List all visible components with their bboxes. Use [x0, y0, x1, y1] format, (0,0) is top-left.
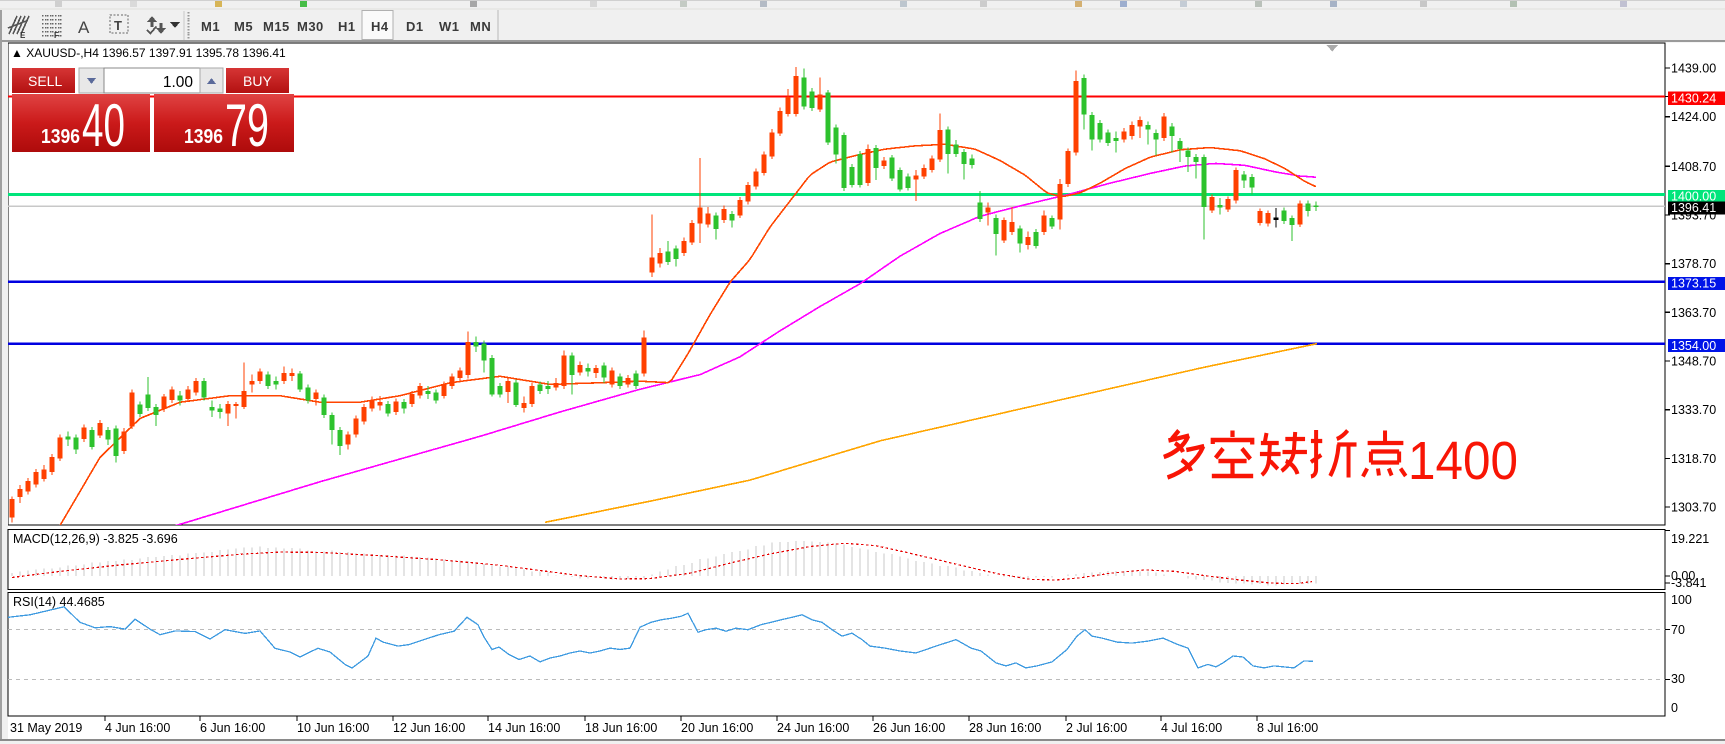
svg-text:W1: W1: [439, 19, 460, 34]
svg-text:6 Jun 16:00: 6 Jun 16:00: [200, 721, 265, 735]
svg-text:28 Jun 16:00: 28 Jun 16:00: [969, 721, 1041, 735]
svg-text:MACD(12,26,9) -3.825 -3.696: MACD(12,26,9) -3.825 -3.696: [13, 532, 178, 546]
svg-text:18 Jun 16:00: 18 Jun 16:00: [585, 721, 657, 735]
svg-text:1363.70: 1363.70: [1671, 306, 1716, 320]
svg-text:M5: M5: [234, 19, 253, 34]
svg-text:1303.70: 1303.70: [1671, 501, 1716, 515]
svg-text:1400: 1400: [1408, 431, 1518, 491]
svg-text:8 Jul 16:00: 8 Jul 16:00: [1257, 721, 1318, 735]
svg-text:24 Jun 16:00: 24 Jun 16:00: [777, 721, 849, 735]
svg-text:70: 70: [1671, 623, 1685, 637]
svg-text:F: F: [54, 31, 59, 40]
svg-text:19.221: 19.221: [1671, 532, 1709, 546]
svg-text:0.00: 0.00: [1671, 569, 1695, 583]
svg-text:1396.41: 1396.41: [1671, 201, 1716, 215]
svg-text:0: 0: [1671, 701, 1678, 715]
svg-text:1373.15: 1373.15: [1671, 277, 1716, 291]
svg-text:1318.70: 1318.70: [1671, 452, 1716, 466]
svg-text:MN: MN: [470, 19, 491, 34]
svg-text:14 Jun 16:00: 14 Jun 16:00: [488, 721, 560, 735]
svg-text:4 Jul 16:00: 4 Jul 16:00: [1161, 721, 1222, 735]
svg-text:20 Jun 16:00: 20 Jun 16:00: [681, 721, 753, 735]
svg-text:79: 79: [225, 92, 269, 159]
svg-text:40: 40: [82, 92, 125, 159]
svg-text:2 Jul 16:00: 2 Jul 16:00: [1066, 721, 1127, 735]
svg-text:1408.70: 1408.70: [1671, 160, 1716, 174]
svg-text:1400.00: 1400.00: [1671, 190, 1716, 204]
svg-text:1430.24: 1430.24: [1671, 91, 1716, 105]
svg-text:H1: H1: [338, 19, 356, 34]
svg-text:26 Jun 16:00: 26 Jun 16:00: [873, 721, 945, 735]
svg-text:12 Jun 16:00: 12 Jun 16:00: [393, 721, 465, 735]
svg-text:4 Jun 16:00: 4 Jun 16:00: [105, 721, 170, 735]
svg-text:SELL: SELL: [28, 73, 62, 89]
svg-text:1439.00: 1439.00: [1671, 62, 1716, 76]
svg-text:1.00: 1.00: [163, 74, 194, 91]
svg-text:M30: M30: [297, 19, 324, 34]
svg-text:1424.00: 1424.00: [1671, 110, 1716, 124]
svg-text:10 Jun 16:00: 10 Jun 16:00: [297, 721, 369, 735]
svg-text:E: E: [20, 31, 26, 40]
svg-text:M1: M1: [201, 19, 220, 34]
svg-text:1396: 1396: [184, 126, 223, 148]
svg-text:100: 100: [1671, 593, 1692, 607]
svg-text:RSI(14) 44.4685: RSI(14) 44.4685: [13, 595, 105, 609]
svg-text:▲ XAUUSD-,H4 1396.57 1397.91: ▲ XAUUSD-,H4 1396.57 1397.91 1395.78 139…: [11, 46, 286, 60]
svg-text:M15: M15: [263, 19, 290, 34]
svg-text:D1: D1: [406, 19, 424, 34]
svg-text:1354.00: 1354.00: [1671, 339, 1716, 353]
svg-text:30: 30: [1671, 672, 1685, 686]
svg-text:1333.70: 1333.70: [1671, 403, 1716, 417]
svg-text:T: T: [114, 18, 122, 33]
svg-text:31 May 2019: 31 May 2019: [10, 721, 82, 735]
svg-text:A: A: [78, 18, 90, 37]
svg-text:H4: H4: [371, 19, 389, 34]
svg-text:-3.841: -3.841: [1671, 576, 1706, 590]
svg-text:BUY: BUY: [243, 73, 272, 89]
svg-text:1378.70: 1378.70: [1671, 257, 1716, 271]
svg-text:1348.70: 1348.70: [1671, 355, 1716, 369]
svg-text:1396: 1396: [41, 126, 80, 148]
